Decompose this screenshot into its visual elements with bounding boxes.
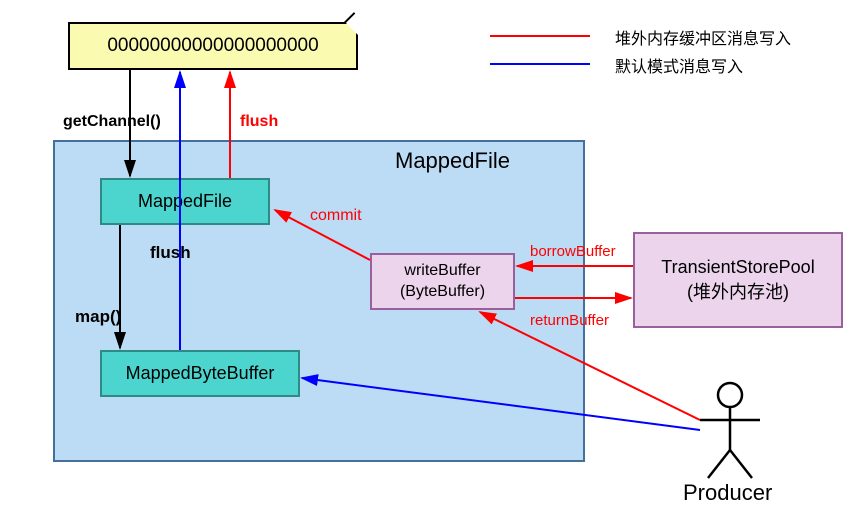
transientpool-box: TransientStorePool (堆外内存池): [633, 232, 843, 328]
writebuffer-text: writeBuffer (ByteBuffer): [400, 261, 485, 303]
mappedbytebuffer-box: MappedByteBuffer: [100, 350, 300, 397]
legend-line-blue: [490, 63, 590, 65]
legend-text-blue: 默认模式消息写入: [615, 53, 743, 77]
label-commit: commit: [310, 207, 362, 225]
file-box: 00000000000000000000: [68, 22, 358, 70]
transientpool-text: TransientStorePool (堆外内存池): [661, 255, 814, 305]
mappedfile-box: MappedFile: [100, 178, 270, 225]
legend-text-red: 堆外内存缓冲区消息写入: [615, 25, 791, 49]
writebuffer-box: writeBuffer (ByteBuffer): [370, 253, 515, 310]
legend-line-red: [490, 35, 590, 37]
label-returnbuffer: returnBuffer: [530, 312, 609, 329]
file-text: 00000000000000000000: [107, 35, 318, 57]
label-getchannel: getChannel(): [63, 113, 161, 131]
label-map: map(): [75, 307, 121, 327]
label-flush-black: flush: [150, 243, 191, 263]
file-fold: [345, 22, 358, 35]
producer-label: Producer: [683, 480, 772, 506]
mappedbytebuffer-text: MappedByteBuffer: [126, 363, 275, 384]
mappedfile-container-title: MappedFile: [395, 148, 510, 174]
mappedfile-text: MappedFile: [138, 191, 232, 212]
label-borrowbuffer: borrowBuffer: [530, 243, 616, 260]
label-flush-red: flush: [240, 113, 278, 131]
